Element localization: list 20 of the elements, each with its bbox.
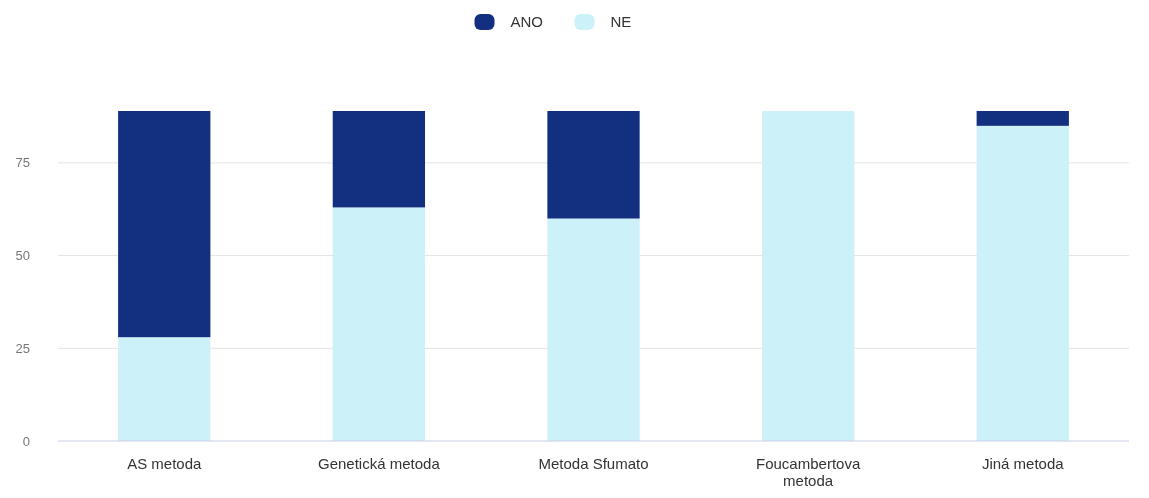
bar <box>118 111 211 338</box>
y-tick-label: 50 <box>15 248 30 264</box>
y-tick-label: 0 <box>22 433 30 449</box>
bar <box>761 111 855 441</box>
y-tick-label: 75 <box>15 155 30 171</box>
x-tick-label: Foucambertova metoda <box>756 455 861 489</box>
bar <box>118 337 211 441</box>
bar <box>332 207 426 441</box>
bar <box>976 111 1069 126</box>
legend-label: ANO <box>510 13 544 31</box>
x-tick-label: Genetická metoda <box>318 455 441 472</box>
x-tick-label: AS metoda <box>127 455 202 472</box>
legend-label: NE <box>610 13 632 31</box>
bar <box>976 125 1069 441</box>
bar <box>332 111 426 208</box>
bar <box>547 218 640 441</box>
y-tick-label: 25 <box>15 340 30 356</box>
bar <box>547 111 640 219</box>
x-tick-label: Jiná metoda <box>981 455 1065 472</box>
x-tick-label: Metoda Sfumato <box>538 455 649 472</box>
